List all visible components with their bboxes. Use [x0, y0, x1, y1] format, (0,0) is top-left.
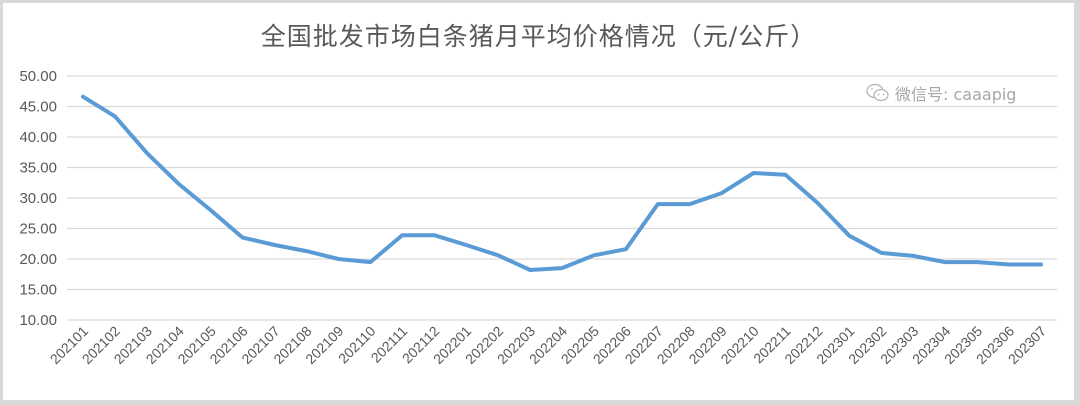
y-tick-label: 45.00 — [19, 99, 57, 116]
y-tick-label: 30.00 — [19, 190, 57, 207]
y-tick-label: 25.00 — [19, 221, 57, 238]
watermark: 微信号: caaapig — [865, 81, 1016, 105]
gridlines — [67, 75, 1057, 321]
y-tick-label: 40.00 — [19, 129, 57, 146]
y-tick-label: 50.00 — [19, 68, 57, 85]
chart-title: 全国批发市场白条猪月平均价格情况（元/公斤） — [260, 22, 817, 51]
x-axis: 2021012021022021032021042021052021062021… — [47, 323, 1050, 367]
watermark-text: 微信号: caaapig — [895, 85, 1017, 104]
chart-panel: 全国批发市场白条猪月平均价格情况（元/公斤） 微信号: caaapig — [3, 3, 1074, 400]
y-tick-label: 35.00 — [19, 160, 57, 177]
y-tick-label: 15.00 — [19, 282, 57, 299]
y-tick-label: 20.00 — [19, 251, 57, 268]
y-tick-label: 10.00 — [19, 312, 57, 329]
price-line-series — [81, 94, 1043, 272]
wechat-icon — [866, 83, 889, 102]
y-axis: 10.00 15.00 20.00 25.00 30.00 35.00 40.00 45.00… — [19, 68, 57, 329]
